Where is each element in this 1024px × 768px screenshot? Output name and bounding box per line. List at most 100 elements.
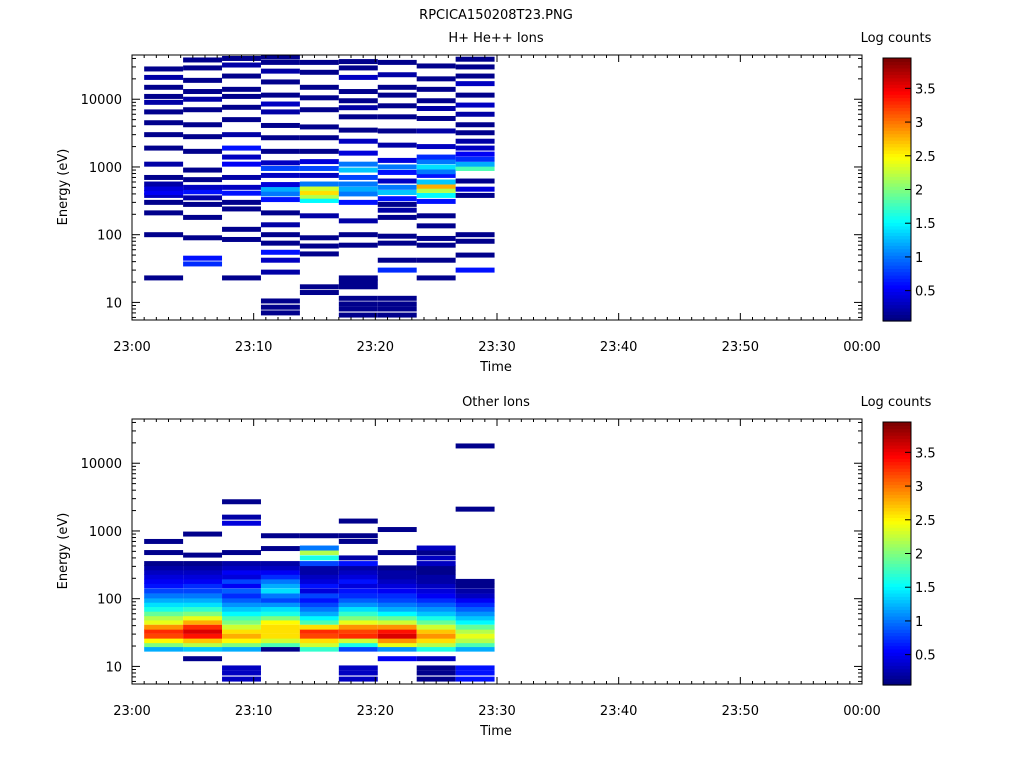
heatmap-cell bbox=[455, 593, 495, 599]
heatmap-cell bbox=[416, 242, 456, 248]
colorbar-segment bbox=[883, 271, 911, 276]
heatmap-cell bbox=[455, 443, 495, 449]
heatmap-cell bbox=[416, 275, 456, 281]
heatmap-cell bbox=[260, 597, 300, 603]
colorbar-segment bbox=[883, 166, 911, 171]
heatmap-cell bbox=[144, 275, 184, 281]
colorbar-segment bbox=[883, 445, 911, 449]
heatmap-cell bbox=[299, 189, 339, 195]
heatmap-cell bbox=[377, 312, 417, 318]
colorbar-segment bbox=[883, 609, 911, 614]
heatmap-cell bbox=[299, 186, 339, 192]
heatmap-cell bbox=[299, 602, 339, 608]
colorbar-tick-label: 3.5 bbox=[915, 446, 936, 461]
figure-title: RPCICA150208T23.PNG bbox=[419, 8, 573, 23]
heatmap-cell bbox=[260, 148, 300, 154]
heatmap-cell bbox=[260, 602, 300, 608]
x-tick-label: 23:20 bbox=[357, 340, 394, 355]
heatmap-cell bbox=[377, 189, 417, 195]
heatmap-cell bbox=[377, 646, 417, 652]
y-axis: 10 100 1000 10000 bbox=[81, 421, 862, 682]
x-tick-label: 23:00 bbox=[113, 340, 150, 355]
y-tick-label: 10 bbox=[105, 660, 122, 675]
heatmap-cell bbox=[183, 602, 223, 608]
colorbar-segment bbox=[883, 533, 911, 538]
heatmap-cell bbox=[144, 642, 184, 648]
heatmap-cell bbox=[183, 255, 223, 261]
y-tick-label: 10000 bbox=[81, 93, 122, 108]
panel-title: H+ He++ Ions bbox=[448, 31, 544, 46]
heatmap-cell bbox=[338, 628, 378, 634]
heatmap-cell bbox=[260, 642, 300, 648]
heatmap-cell bbox=[222, 73, 261, 79]
heatmap-cell bbox=[455, 638, 495, 644]
colorbar: 0.5 1 1.5 2 2.5 3 3.5 bbox=[882, 421, 936, 686]
heatmap-cell bbox=[338, 301, 378, 307]
heatmap-cell bbox=[183, 134, 223, 140]
colorbar-segment bbox=[883, 645, 911, 650]
heatmap-cell bbox=[222, 633, 261, 639]
colorbar-tick-label: 3 bbox=[915, 116, 923, 131]
colorbar-segment bbox=[883, 671, 911, 676]
heatmap-cell bbox=[455, 676, 495, 682]
heatmap-cell bbox=[144, 602, 184, 608]
colorbar-segment bbox=[883, 648, 911, 653]
heatmap-cell bbox=[144, 120, 184, 126]
heatmap-cell bbox=[338, 127, 378, 133]
heatmap-cell bbox=[455, 597, 495, 603]
heatmap-cell bbox=[377, 550, 417, 556]
heatmap-cell bbox=[338, 633, 378, 639]
heatmap-cell bbox=[338, 642, 378, 648]
heatmap-cell bbox=[222, 676, 261, 682]
heatmap-cell bbox=[455, 619, 495, 625]
heatmap-cell bbox=[144, 606, 184, 612]
heatmap-cell bbox=[338, 665, 378, 671]
heatmap-cell bbox=[183, 195, 223, 201]
colorbar-segment bbox=[883, 81, 911, 85]
heatmap-cell bbox=[260, 232, 300, 238]
heatmap-cell bbox=[222, 93, 261, 99]
heatmap-cell bbox=[455, 130, 495, 136]
colorbar-segment bbox=[883, 484, 911, 489]
heatmap-cell bbox=[260, 569, 300, 575]
colorbar-segment bbox=[883, 500, 911, 505]
heatmap-cell bbox=[260, 646, 300, 652]
heatmap-cell bbox=[455, 642, 495, 648]
heatmap-cell bbox=[455, 615, 495, 621]
heatmap-cell bbox=[377, 306, 417, 312]
x-tick-label: 23:00 bbox=[113, 704, 150, 719]
heatmap-cell bbox=[455, 646, 495, 652]
x-tick-label: 23:30 bbox=[478, 704, 515, 719]
heatmap-cell bbox=[299, 646, 339, 652]
heatmap-cell bbox=[377, 178, 417, 184]
heatmap-cell bbox=[416, 144, 456, 150]
colorbar-segment bbox=[883, 638, 911, 643]
heatmap-cell bbox=[222, 499, 261, 505]
colorbar-segment bbox=[883, 550, 911, 555]
colorbar-segment bbox=[883, 97, 911, 102]
heatmap-cell bbox=[416, 574, 456, 580]
colorbar-tick-label: 0.5 bbox=[915, 649, 936, 664]
colorbar-segment bbox=[883, 284, 911, 289]
colorbar-segment bbox=[883, 546, 911, 551]
heatmap-cell bbox=[144, 615, 184, 621]
heatmap-cell bbox=[338, 611, 378, 617]
heatmap-cell bbox=[416, 642, 456, 648]
heatmap-cell bbox=[144, 109, 184, 115]
heatmap-cell bbox=[416, 646, 456, 652]
y-tick-label: 1000 bbox=[89, 525, 122, 540]
heatmap-cell bbox=[144, 189, 184, 195]
heatmap-cell bbox=[183, 569, 223, 575]
colorbar-segment bbox=[883, 477, 911, 482]
colorbar-segment bbox=[883, 146, 911, 151]
heatmap-cell bbox=[338, 191, 378, 197]
heatmap-cell bbox=[377, 628, 417, 634]
x-tick-label: 23:50 bbox=[722, 704, 759, 719]
heatmap-cell bbox=[222, 132, 261, 138]
colorbar-segment bbox=[883, 143, 911, 148]
colorbar-segment bbox=[883, 117, 911, 122]
heatmap-cell bbox=[144, 628, 184, 634]
heatmap-cell bbox=[416, 172, 456, 178]
heatmap-cell bbox=[260, 583, 300, 589]
heatmap-cell bbox=[260, 172, 300, 178]
